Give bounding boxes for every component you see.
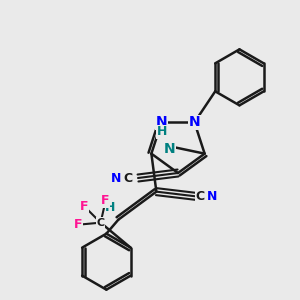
Text: C: C (196, 190, 205, 203)
Text: F: F (74, 218, 83, 231)
Text: N: N (189, 115, 200, 129)
Text: F: F (101, 194, 110, 207)
Text: C: C (97, 218, 105, 228)
Text: C: C (123, 172, 133, 184)
Text: N: N (164, 142, 176, 156)
Text: H: H (105, 201, 116, 214)
Text: F: F (80, 200, 89, 213)
Text: N: N (156, 115, 167, 129)
Text: N: N (111, 172, 121, 184)
Text: N: N (207, 190, 218, 203)
Text: H: H (156, 125, 167, 138)
